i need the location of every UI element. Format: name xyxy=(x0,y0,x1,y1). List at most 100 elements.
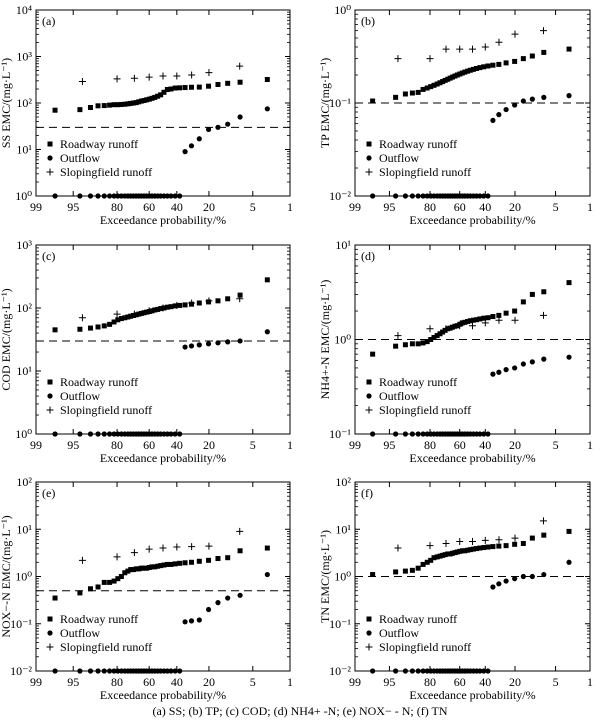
roadway-point xyxy=(225,296,231,302)
roadway-point xyxy=(431,334,437,340)
outflow-point xyxy=(52,193,58,199)
roadway-point xyxy=(111,578,117,584)
roadway-point xyxy=(264,77,270,83)
legend-circle-marker xyxy=(47,630,53,636)
x-tick-label: 60 xyxy=(143,675,155,689)
roadway-point xyxy=(182,560,188,566)
legend-label: Slopingfield runoff xyxy=(60,165,152,179)
x-tick-label: 20 xyxy=(509,438,521,452)
slopingfield-point xyxy=(159,544,167,552)
outflow-point xyxy=(541,356,547,362)
outflow-point xyxy=(520,573,526,580)
roadway-point xyxy=(177,85,183,91)
roadway-point xyxy=(470,317,476,323)
roadway-point xyxy=(529,291,535,297)
roadway-point xyxy=(481,64,487,70)
outflow-point xyxy=(566,559,572,565)
roadway-point xyxy=(503,60,509,66)
roadway-point xyxy=(237,79,243,85)
slopingfield-point xyxy=(130,74,138,82)
roadway-point xyxy=(474,546,480,552)
legend-plus-marker xyxy=(46,406,54,414)
roadway-point xyxy=(420,86,426,92)
y-tick-label: 10⁰ xyxy=(15,189,32,203)
y-tick-label: 10⁴ xyxy=(16,3,32,17)
slopingfield-point xyxy=(159,72,167,80)
outflow-point xyxy=(107,668,113,674)
legend-label: Outflow xyxy=(60,151,100,165)
slopingfield-point xyxy=(130,310,138,318)
roadway-point xyxy=(402,91,408,97)
chart-panel-b: 10⁻² 10⁻¹ 10⁰ 99 95 80 60 40 20 5 1 Exceedance prob… xyxy=(318,3,593,227)
roadway-point xyxy=(428,557,434,563)
roadway-point xyxy=(87,325,93,331)
outflow-point xyxy=(196,136,202,142)
slopingfield-point xyxy=(495,38,503,46)
outflow-point xyxy=(503,106,509,113)
roadway-point xyxy=(168,86,174,92)
outflow-point xyxy=(264,329,270,335)
y-axis-label: TN EMC/(mg·L⁻¹) xyxy=(318,530,332,623)
slopingfield-point xyxy=(205,69,213,77)
x-tick-label: 60 xyxy=(454,675,466,689)
roadway-point xyxy=(206,83,212,89)
roadway-point xyxy=(520,299,526,305)
chart-panel-c: 10⁰ 10¹ 10² 10³ 99 95 80 60 40 20 5 1 Exceedance pro… xyxy=(0,238,293,465)
y-tick-label: 10⁰ xyxy=(334,333,351,347)
roadway-point xyxy=(440,552,446,558)
roadway-point xyxy=(196,558,202,564)
slopingfield-point xyxy=(481,43,489,51)
roadway-point xyxy=(158,306,164,312)
roadway-point xyxy=(467,547,473,553)
y-tick-label: 10³ xyxy=(16,238,32,252)
roadway-point xyxy=(409,341,415,347)
legend-square-marker xyxy=(47,141,53,147)
outflow-point xyxy=(168,193,174,199)
x-tick-label: 95 xyxy=(67,438,79,452)
y-tick-label: 10⁰ xyxy=(15,427,32,441)
roadway-point xyxy=(133,566,139,572)
roadway-point xyxy=(477,545,483,551)
legend-label: Roadway runoff xyxy=(379,137,457,151)
x-tick-label: 20 xyxy=(509,675,521,689)
slopingfield-point xyxy=(394,332,402,340)
roadway-point xyxy=(87,586,93,592)
outflow-point xyxy=(490,371,496,377)
outflow-point xyxy=(566,93,572,99)
outflow-point xyxy=(196,342,202,348)
roadway-point xyxy=(149,95,155,101)
legend-label: Outflow xyxy=(379,626,419,640)
outflow-point xyxy=(415,193,421,199)
outflow-point xyxy=(402,668,408,674)
roadway-point xyxy=(470,66,476,72)
roadway-point xyxy=(496,543,502,549)
x-tick-label: 95 xyxy=(383,438,395,452)
slopingfield-point xyxy=(145,73,153,81)
roadway-point xyxy=(146,565,152,571)
roadway-point xyxy=(136,311,142,317)
x-tick-label: 5 xyxy=(250,438,256,452)
roadway-point xyxy=(370,351,376,357)
slopingfield-point xyxy=(188,299,196,307)
outflow-point xyxy=(477,668,483,674)
roadway-point xyxy=(133,312,139,318)
y-tick-label: 10¹ xyxy=(335,238,351,252)
outflow-point xyxy=(529,96,535,102)
roadway-point xyxy=(437,80,443,86)
roadway-point xyxy=(465,319,471,325)
panel-label: (c) xyxy=(42,249,55,263)
outflow-point xyxy=(409,668,415,674)
roadway-point xyxy=(152,564,158,570)
roadway-point xyxy=(415,341,421,347)
x-tick-label: 95 xyxy=(383,675,395,689)
slopingfield-point xyxy=(539,27,547,35)
x-tick-label: 60 xyxy=(454,438,466,452)
roadway-point xyxy=(431,555,437,561)
roadway-point xyxy=(161,562,167,568)
outflow-point xyxy=(115,668,121,674)
outflow-point xyxy=(485,668,491,674)
roadway-point xyxy=(424,85,430,91)
outflow-point xyxy=(409,431,415,437)
slopingfield-point xyxy=(442,45,450,53)
slopingfield-point xyxy=(442,539,450,547)
